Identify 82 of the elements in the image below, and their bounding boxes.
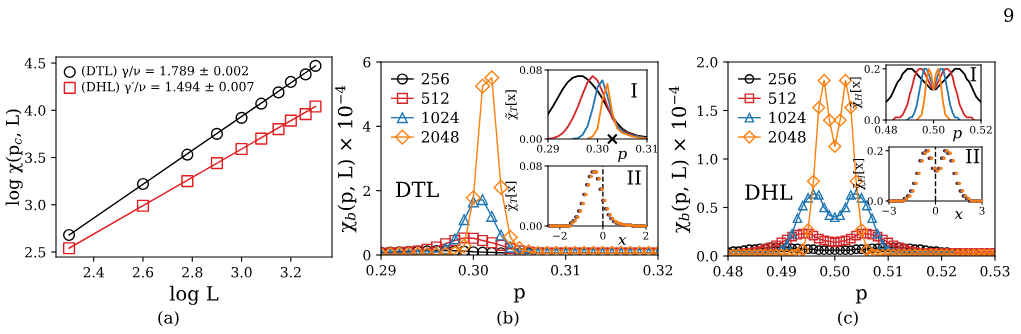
legend-label: (DTL) γ/ν = 1.789 ± 0.002 [81,65,248,78]
y-tick-label: 0.2 [867,146,883,155]
annotation: II [627,170,641,185]
x-tick-label: 0.31 [636,144,658,153]
x-axis-title: x [954,211,963,220]
x-axis-title: p [953,130,962,142]
x-tick-label: 3 [979,206,985,215]
y-tick-label: 0.0 [697,250,718,262]
y-tick-label: 1.5 [697,105,718,116]
y-tick-label: 0.2 [864,65,880,73]
y-tick-label: 0 [363,249,371,261]
y-axis-title: χ̃$_{T}$[x] [505,181,518,212]
y-tick-label: 2 [363,185,370,196]
legend-label: 512 [769,92,796,104]
legend-label: 2048 [421,131,459,143]
x-tick-label: 0.52 [927,265,956,277]
x-tick-label: −3 [882,206,896,215]
x-tick-label: 0.48 [875,125,897,134]
x-tick-label: 0.31 [551,264,580,276]
text: (b) [497,310,519,327]
annotation: I [970,67,977,82]
x-tick-label: 2.6 [132,266,154,278]
x-tick-label: 0.32 [643,264,673,276]
y-axis-title: χ̃$_{H}$[x] [849,77,863,109]
y-axis-title: χ$_{b}$(p, L) × 10$^{−4}$ [335,85,357,233]
x-tick-label: 0.29 [366,264,396,276]
y-tick-label: 4.0 [24,105,46,116]
y-tick-label: 0.08 [519,66,542,75]
legend-label: 1024 [769,111,806,124]
x-tick-label: 2 [643,231,649,240]
y-axis-title: χ̃$_{T}$[x] [505,90,518,120]
y-tick-label: 4 [362,121,371,132]
x-tick-label: 0.52 [970,125,992,134]
y-tick-label: 3.5 [25,152,46,163]
y-axis-title: log χ(p$_{c}$, L) [5,109,23,206]
x-axis-title: x [617,236,627,245]
text: (a) [158,310,179,327]
text: (c) [838,310,858,327]
y-tick-label: 6 [363,56,371,68]
x-tick-label: 0 [600,231,606,240]
legend-label: 256 [768,72,796,85]
y-tick-label: 2.0 [697,56,718,68]
y-axis-title: χ$_{b}$(p, L) × 10$^{−4}$ [668,86,691,233]
y-tick-label: 0.0 [864,116,880,125]
y-tick-label: 4.5 [24,58,46,69]
y-tick-label: 0.00 [519,222,542,231]
x-tick-label: 0.29 [537,144,559,153]
annotation: II [966,148,980,164]
legend-label: 2048 [768,131,806,143]
y-tick-label: 0.00 [519,135,542,144]
x-tick-label: 2.8 [182,266,203,278]
legend-label: 256 [421,72,449,85]
x-tick-label: −2 [553,231,567,240]
x-tick-label: 0.50 [922,125,945,134]
annotation: I [631,83,637,98]
x-tick-label: 0.53 [980,265,1010,277]
y-axis-title: χ̃$_{H}$[x] [852,158,866,191]
annotation: DTL [396,181,439,198]
annotation: DHL [745,184,793,200]
x-tick-label: 0.50 [820,265,850,277]
x-tick-label: 0.48 [713,265,743,277]
legend-label: (DHL) γ′/ν = 1.494 ± 0.007 [81,81,254,94]
legend-label: 512 [422,92,449,104]
x-axis-title: p [618,150,627,163]
x-tick-label: 0.51 [873,265,902,277]
x-tick-label: 0.49 [766,265,796,277]
y-tick-label: 1.0 [697,153,718,165]
x-tick-label: 0.30 [586,144,609,153]
y-tick-label: 2.5 [25,246,46,258]
legend-label: 1024 [422,111,459,124]
x-tick-label: 2.4 [83,266,105,278]
x-tick-label: 3.2 [280,266,301,278]
x-tick-label: 3.0 [231,266,252,278]
x-tick-label: 0.30 [458,264,488,276]
x-axis-title: p [855,289,867,304]
text: 9 [1004,8,1014,22]
y-tick-label: 0.0 [867,197,883,206]
x-tick-label: 0 [932,206,939,215]
x-axis-title: log L [169,285,219,305]
y-tick-label: 0.08 [519,162,542,171]
y-tick-label: 0.5 [697,202,718,213]
x-axis-title: p [513,288,525,303]
